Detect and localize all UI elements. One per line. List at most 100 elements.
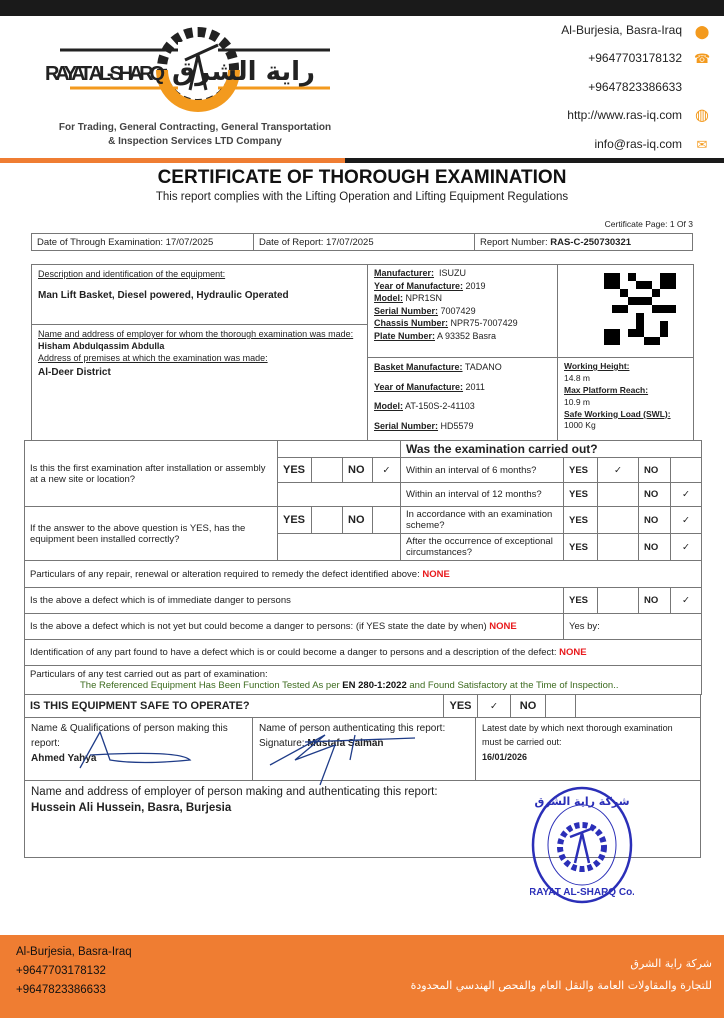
q2-yes-label: YES xyxy=(277,506,312,534)
field-row: Chassis Number: NPR75-7007429 xyxy=(374,317,551,330)
employer-details: Name and address of employer for whom th… xyxy=(31,324,368,441)
page-subtitle: This report complies with the Lifting Op… xyxy=(155,191,569,203)
field-label: Working Height: xyxy=(564,361,630,371)
svg-text:شركة راية الشرق: شركة راية الشرق xyxy=(534,795,629,808)
field-row: Basket Manufacture: TADANO xyxy=(374,361,551,375)
safe-no-box[interactable] xyxy=(545,694,576,718)
immediate-yes-label: YES xyxy=(563,587,598,614)
int0-no-check[interactable] xyxy=(669,457,703,483)
basket-details: Basket Manufacture: TADANO Year of Manufa… xyxy=(367,357,558,441)
field-value: NPR75-7007429 xyxy=(448,318,518,329)
int1-no-label: NO xyxy=(638,482,671,507)
future-danger-question: Is the above a defect which is not yet b… xyxy=(24,613,564,640)
int2-yes-label: YES xyxy=(563,506,598,534)
qr-code xyxy=(557,264,694,358)
next-examination: Latest date by which next thorough exami… xyxy=(475,717,701,781)
contact-address: Al-Burjesia, Basra-Iraq xyxy=(561,23,682,37)
int1-yes-label: YES xyxy=(563,482,598,507)
tagline-2: & Inspection Services LTD Company xyxy=(108,136,282,147)
qr-code-icon xyxy=(604,273,676,345)
int3-no-label: NO xyxy=(638,533,671,561)
field-label: Safe Working Load (SWL): xyxy=(564,408,671,419)
dates-table: Date of Through Examination: 17/07/2025 … xyxy=(31,233,693,251)
field-value: 14.8 m xyxy=(564,372,590,383)
q2-no-box[interactable] xyxy=(372,506,401,534)
interval-12-months: Within an interval of 12 months? xyxy=(400,482,564,507)
q2-yes-box[interactable] xyxy=(311,506,343,534)
q1-no-check[interactable]: ✓ xyxy=(372,457,401,483)
int1-yes-check[interactable] xyxy=(597,482,639,507)
field-row: Serial Number: 7007429 xyxy=(374,305,551,318)
top-bar xyxy=(0,0,724,16)
page-title: CERTIFICATE OF THOROUGH EXAMINATION xyxy=(157,167,567,188)
interval-exceptional: After the occurrence of exceptional circ… xyxy=(400,533,564,561)
field-value: 1000 Kg xyxy=(564,420,596,431)
signature-mustafa xyxy=(269,734,416,786)
safe-yes-check[interactable]: ✓ xyxy=(477,694,511,718)
tagline-1: For Trading, General Contracting, Genera… xyxy=(58,122,332,133)
footer-contacts: Al-Burjesia, Basra-Iraq +9647703178132 +… xyxy=(16,946,132,996)
report-number: Report Number: RAS-C-250730321 xyxy=(474,233,693,251)
vehicle-details: Manufacturer: ISUZU Year of Manufacture: … xyxy=(367,264,558,358)
int1-no-check[interactable]: ✓ xyxy=(669,482,703,507)
immediate-danger-question: Is the above a defect which is of immedi… xyxy=(24,587,564,614)
company-logo: RAYAT AL-SHARQ راية الشرق xyxy=(45,27,330,112)
int0-yes-label: YES xyxy=(563,457,598,483)
field-value: TADANO xyxy=(462,362,502,372)
blank-cell xyxy=(575,694,701,718)
carried-out-heading: Was the examination carried out? xyxy=(399,440,703,458)
installed-correctly-question: If the answer to the above question is Y… xyxy=(24,506,278,561)
field-label: Model: xyxy=(374,401,403,411)
defect-identification: Identification of any part found to have… xyxy=(23,639,703,666)
location-pin-icon: ⬤ xyxy=(694,24,710,39)
field-row: Max Platform Reach: 10.9 m xyxy=(564,385,687,409)
field-row: Plate Number: A 93352 Basra xyxy=(374,330,551,343)
repair-particulars: Particulars of any repair, renewal or al… xyxy=(23,560,703,588)
svg-text:RAYAT AL-SHARQ Co.: RAYAT AL-SHARQ Co. xyxy=(530,887,634,898)
immediate-no-label: NO xyxy=(638,587,671,614)
immediate-yes-box[interactable] xyxy=(597,587,639,614)
equipment-description: Description and identification of the eq… xyxy=(31,264,368,325)
report-date: Date of Report: 17/07/2025 xyxy=(253,233,475,251)
logo-text-en: RAYAT AL-SHARQ xyxy=(45,63,165,85)
blank-cell xyxy=(277,482,401,507)
company-stamp: شركة راية الشرق RAYAT AL-SHARQ Co. xyxy=(530,786,634,904)
blank-cell xyxy=(277,440,401,458)
int2-yes-check[interactable] xyxy=(597,506,639,534)
field-row: Serial Number: HD5579 xyxy=(374,420,551,434)
certificate-page: Certificate Page: 1 Of 3 xyxy=(604,219,693,229)
field-row: Working Height: 14.8 m xyxy=(564,361,687,385)
safe-question: IS THIS EQUIPMENT SAFE TO OPERATE? xyxy=(24,694,444,718)
immediate-no-check[interactable]: ✓ xyxy=(669,587,703,614)
blank-cell xyxy=(277,533,401,561)
int0-no-label: NO xyxy=(638,457,671,483)
field-row: Model: NPR1SN xyxy=(374,292,551,305)
globe-icon: ◍ xyxy=(695,107,709,124)
yes-by-field[interactable]: Yes by: xyxy=(562,613,703,640)
contact-email[interactable]: info@ras-iq.com xyxy=(594,137,682,151)
exam-date: Date of Through Examination: 17/07/2025 xyxy=(31,233,254,251)
footer: Al-Burjesia, Basra-Iraq +9647703178132 +… xyxy=(0,935,724,1018)
field-row: Year of Manufacture: 2019 xyxy=(374,280,551,293)
basket-specs: Working Height: 14.8 m Max Platform Reach:… xyxy=(557,357,694,441)
field-value: 10.9 m xyxy=(564,396,590,407)
int3-yes-label: YES xyxy=(563,533,598,561)
field-label: Max Platform Reach: xyxy=(564,384,649,395)
int3-yes-check[interactable] xyxy=(597,533,639,561)
contact-website[interactable]: http://www.ras-iq.com xyxy=(567,108,682,122)
q1-yes-box[interactable] xyxy=(311,457,343,483)
int2-no-check[interactable]: ✓ xyxy=(669,506,703,534)
int3-no-check[interactable]: ✓ xyxy=(669,533,703,561)
field-value: AT-150S-2-41103 xyxy=(403,401,475,411)
safe-no-label: NO xyxy=(510,694,546,718)
logo-text-ar: راية الشرق xyxy=(172,57,315,87)
envelope-icon: ✉ xyxy=(696,137,708,152)
divider-orange xyxy=(0,158,345,163)
safe-yes-label: YES xyxy=(443,694,478,718)
field-row: Manufacturer: ISUZU xyxy=(374,267,551,280)
q1-yes-label: YES xyxy=(277,457,312,483)
int0-yes-check[interactable]: ✓ xyxy=(597,457,639,483)
field-row: Year of Manufacture: 2011 xyxy=(374,381,551,395)
field-label: Year of Manufacture: xyxy=(374,280,464,291)
field-label: Basket Manufacture: xyxy=(374,362,463,372)
